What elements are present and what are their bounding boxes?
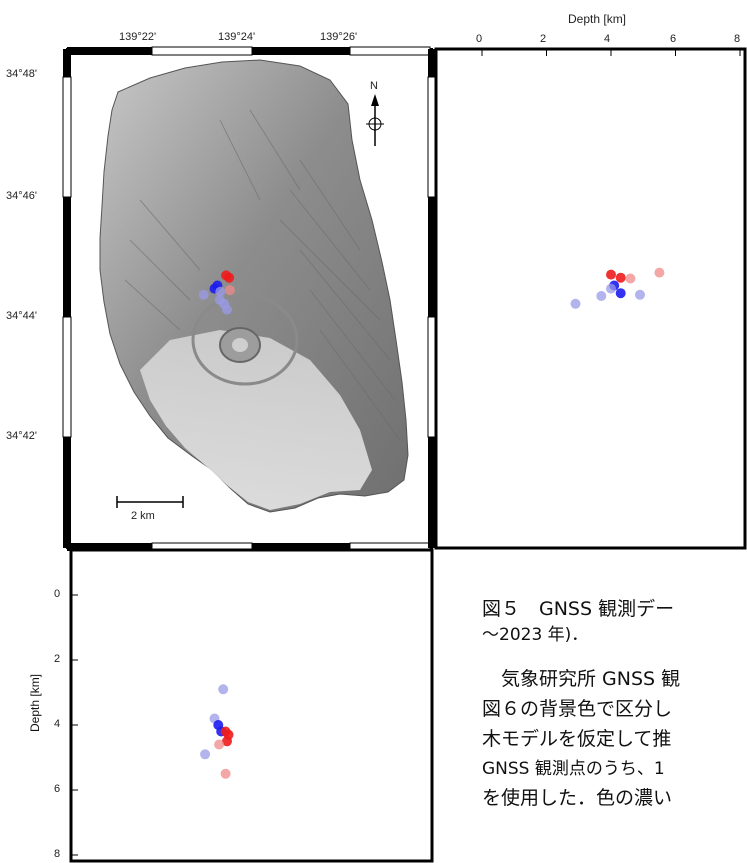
bottom-section-point	[220, 768, 231, 779]
bottom-section-point	[214, 739, 225, 750]
bottom-section-point	[218, 684, 229, 695]
north-arrow-icon	[366, 94, 384, 146]
map-panel	[62, 46, 437, 552]
bottom-section-point	[200, 749, 211, 760]
caption-line-6: GNSS 観測点のうち、1	[482, 759, 665, 779]
map-hypocenter-point	[222, 304, 232, 315]
lat-tick-1: 34°48'	[6, 68, 37, 80]
right-section-point	[615, 272, 626, 283]
caption-line-3: 気象研究所 GNSS 観	[482, 668, 681, 690]
map-hypocenter-point	[224, 285, 235, 296]
lat-tick-3: 34°44'	[6, 310, 37, 322]
map-hypocenter-point	[215, 286, 226, 297]
caption-line-7: を使用した．色の濃い	[482, 787, 673, 809]
bottom-depth-tick-4: 4	[54, 718, 61, 730]
right-depth-tick-6: 6	[670, 33, 677, 45]
right-section-point	[615, 288, 626, 299]
lon-tick-2: 139°24'	[218, 31, 256, 43]
caption-line-4: 図６の背景色で区分し	[482, 698, 673, 720]
right-depth-tick-2: 2	[540, 33, 547, 45]
right-section-panel	[434, 47, 747, 550]
bottom-depth-tick-0: 0	[54, 588, 61, 600]
map-hypocenter-point	[224, 272, 235, 283]
north-label: N	[370, 80, 378, 92]
right-depth-tick-4: 4	[604, 33, 611, 45]
right-depth-tick-8: 8	[734, 33, 741, 45]
right-section-point	[606, 283, 616, 294]
lon-tick-3: 139°26'	[320, 31, 358, 43]
caption-line-5: 木モデルを仮定して推	[482, 728, 672, 750]
map-hypocenter-point	[198, 289, 209, 300]
map-hypocenters	[198, 270, 235, 315]
right-section-point	[570, 298, 581, 309]
bottom-depth-tick-2: 2	[54, 653, 61, 665]
right-axis-title: Depth [km]	[568, 12, 627, 26]
caption-line-1: 図５ GNSS 観測デー	[482, 598, 675, 620]
bottom-depth-tick-8: 8	[54, 848, 61, 860]
caption-line-2: ～2023 年)．	[482, 625, 589, 645]
right-depth-tick-0: 0	[476, 33, 483, 45]
right-section-point	[635, 289, 645, 300]
bottom-section-panel	[69, 548, 434, 863]
right-section-point	[625, 273, 636, 284]
bottom-section-point	[222, 736, 232, 747]
bottom-depth-tick-6: 6	[54, 783, 61, 795]
right-section-point	[596, 291, 607, 301]
right-section-point	[606, 269, 616, 280]
lon-tick-1: 139°22'	[119, 31, 157, 43]
scale-label: 2 km	[131, 510, 155, 522]
right-section-point	[654, 267, 665, 278]
lat-tick-2: 34°46'	[6, 190, 37, 202]
bottom-axis-title: Depth [km]	[28, 673, 42, 732]
scale-bar	[116, 496, 184, 508]
lat-tick-4: 34°42'	[6, 430, 37, 442]
